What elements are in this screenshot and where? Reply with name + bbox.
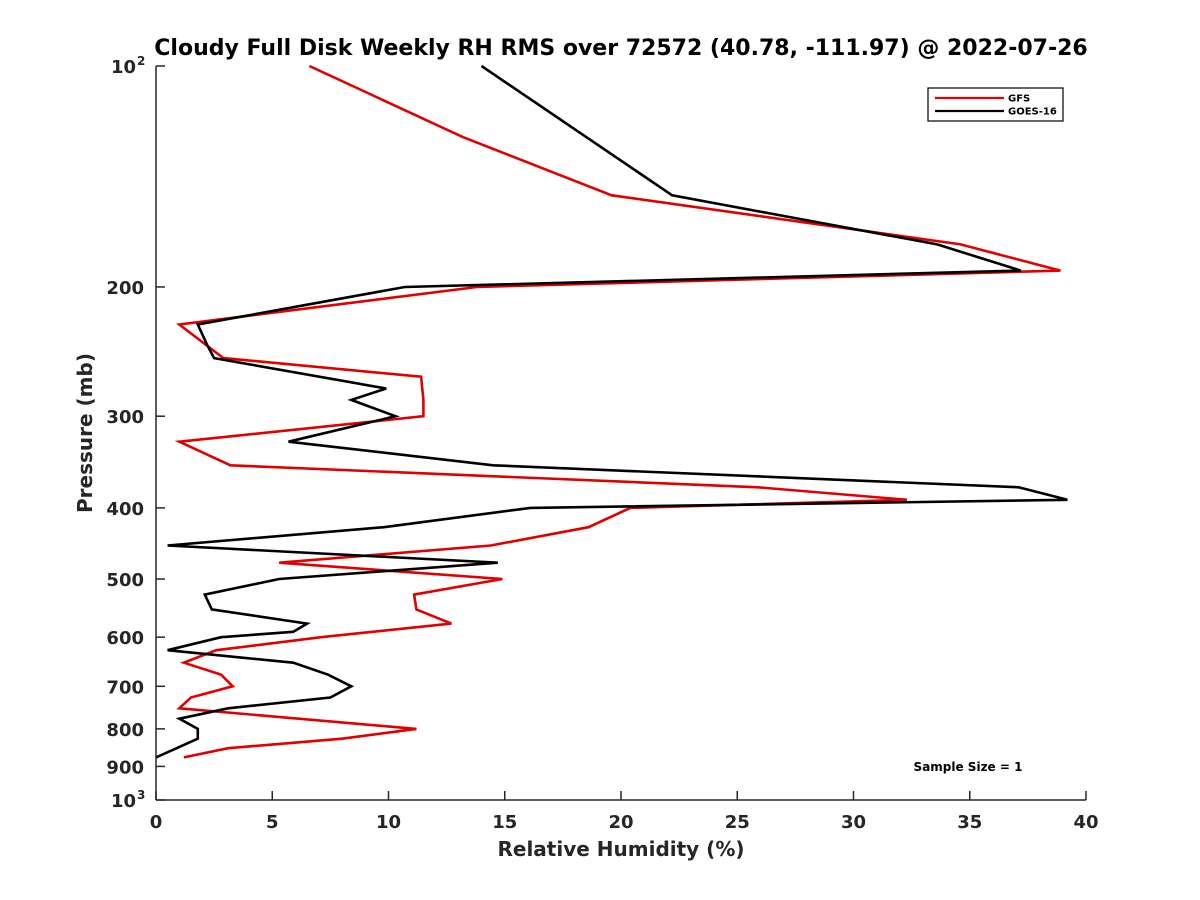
series-line-goes-16: [155, 64, 1068, 759]
y-tick-label: 900: [106, 757, 144, 778]
y-tick-label: 600: [106, 628, 144, 649]
x-tick-label: 25: [725, 812, 750, 833]
sample-size-annotation: Sample Size = 1: [914, 760, 1023, 774]
y-tick-exponent: 2: [137, 54, 145, 68]
chart-title: Cloudy Full Disk Weekly RH RMS over 7257…: [154, 36, 1087, 61]
legend-box: [927, 87, 1064, 122]
y-axis-label: Pressure (mb): [73, 353, 97, 513]
x-tick-label: 15: [492, 812, 517, 833]
series-line-gfs: [174, 64, 1061, 759]
y-tick-label: 800: [106, 720, 144, 741]
x-tick-label: 20: [608, 812, 633, 833]
y-tick-label: 10: [111, 791, 136, 812]
x-tick-label: 5: [266, 812, 279, 833]
y-tick-label: 200: [106, 278, 144, 299]
x-tick-label: 40: [1073, 812, 1098, 833]
x-ticks: 0 5 10 15 20 25 30 35 40: [150, 791, 1099, 833]
y-tick-exponent: 3: [137, 788, 145, 802]
x-tick-label: 35: [957, 812, 982, 833]
x-tick-label: 10: [376, 812, 401, 833]
y-tick-label: 10: [111, 57, 136, 78]
y-tick-label: 700: [106, 677, 144, 698]
y-tick-label: 300: [106, 407, 144, 428]
y-tick-label: 400: [106, 499, 144, 520]
legend-label-goes16: GOES-16: [1008, 107, 1057, 118]
y-tick-label: 500: [106, 570, 144, 591]
plot-lines: [155, 64, 1068, 759]
x-tick-label: 0: [150, 812, 163, 833]
legend-label-gfs: GFS: [1008, 94, 1030, 105]
x-tick-label: 30: [841, 812, 866, 833]
legend: GFS GOES-16: [927, 87, 1064, 122]
x-axis-label: Relative Humidity (%): [497, 837, 744, 861]
